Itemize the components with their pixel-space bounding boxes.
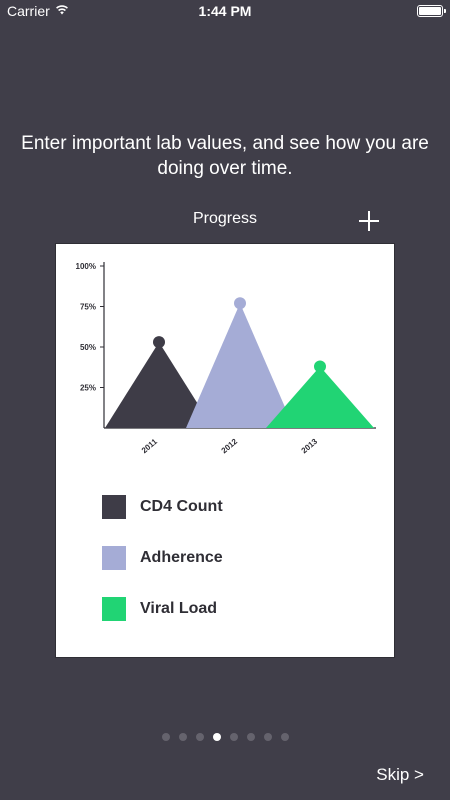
status-bar: Carrier 1:44 PM <box>0 0 450 24</box>
x-tick-label: 2013 <box>300 437 320 456</box>
legend-swatch <box>102 546 126 570</box>
status-time: 1:44 PM <box>198 3 252 19</box>
series-area-adherence <box>186 303 294 428</box>
page-dot[interactable] <box>246 733 255 741</box>
onboarding-headline: Enter important lab values, and see how … <box>21 133 429 179</box>
page-dot[interactable] <box>178 733 187 741</box>
y-tick-label: 100% <box>76 262 96 271</box>
series-peak-cd4-count <box>153 336 165 349</box>
legend-label: CD4 Count <box>140 498 223 515</box>
y-tick-label: 50% <box>80 343 96 352</box>
page-dot[interactable] <box>263 733 272 741</box>
series-peak-viral-load <box>314 360 326 373</box>
plus-icon <box>359 211 379 231</box>
y-tick-label: 75% <box>80 303 96 312</box>
x-tick-label: 2011 <box>140 437 160 455</box>
progress-chart: 100% 75% 50% 25% 2011 2012 2013 <box>76 262 376 456</box>
legend-swatch <box>102 495 126 519</box>
page-dot[interactable] <box>229 733 238 741</box>
legend-label: Viral Load <box>140 600 218 617</box>
battery-icon <box>417 5 446 17</box>
page-dot[interactable] <box>280 733 289 741</box>
page-dot[interactable] <box>161 733 170 741</box>
add-button[interactable] <box>356 208 382 234</box>
legend-swatch <box>102 597 126 621</box>
series-peak-adherence <box>234 297 246 310</box>
carrier-label: Carrier <box>7 3 50 19</box>
page-dot[interactable] <box>212 733 221 741</box>
page-indicator <box>0 733 450 743</box>
progress-card: 100% 75% 50% 25% 2011 2012 2013 CD4 Count Adher… <box>55 243 395 658</box>
legend-label: Adherence <box>140 549 223 566</box>
series-area-cd4-count <box>105 342 213 428</box>
series-area-viral-load <box>266 366 374 428</box>
skip-button[interactable]: Skip > <box>376 765 424 784</box>
page-dot[interactable] <box>195 733 204 741</box>
card-title: Progress <box>192 210 258 227</box>
y-tick-label: 25% <box>80 384 96 393</box>
wifi-icon <box>56 5 68 15</box>
x-tick-label: 2012 <box>220 437 240 456</box>
